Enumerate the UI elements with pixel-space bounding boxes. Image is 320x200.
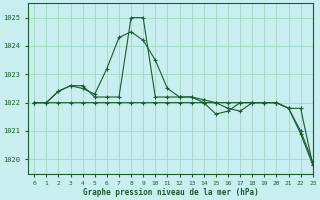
X-axis label: Graphe pression niveau de la mer (hPa): Graphe pression niveau de la mer (hPa) <box>83 188 258 197</box>
